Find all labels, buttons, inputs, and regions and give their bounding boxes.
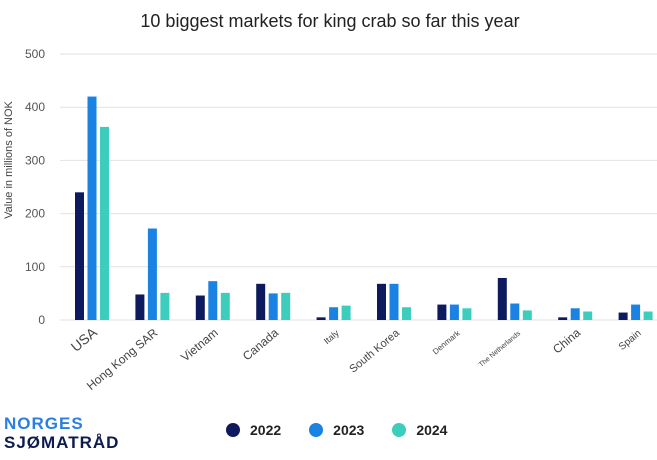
bar-2024-canada[interactable] [281,292,291,320]
bar-2024-usa[interactable] [100,126,109,320]
y-tick-label: 200 [25,207,45,221]
bar-2024-china[interactable] [583,311,593,320]
logo-line-2: SJØMATRÅD [4,433,120,452]
legend-swatch-2022 [226,423,240,437]
y-tick-label: 0 [38,313,45,327]
bar-2024-the-netherlands[interactable] [522,310,532,320]
bar-2022-the-netherlands[interactable] [497,277,507,320]
y-tick-label: 100 [25,260,45,274]
bar-2023-the-netherlands[interactable] [510,303,520,320]
bar-2023-china[interactable] [570,308,580,320]
bar-2023-denmark[interactable] [449,304,459,320]
bar-2023-spain[interactable] [631,304,641,320]
bar-2022-hong-kong-sar[interactable] [135,294,145,320]
legend: 2022 2023 2024 [226,422,447,438]
x-tick-label: China [550,325,583,356]
norges-sjomatrad-logo: NORGES SJØMATRÅD [4,414,119,452]
bar-2022-south-korea[interactable] [377,283,386,320]
bar-2022-denmark[interactable] [437,304,447,320]
legend-item-2024[interactable]: 2024 [392,422,447,438]
y-tick-label: 300 [25,153,45,167]
y-tick-label: 400 [25,100,45,114]
legend-swatch-2023 [309,423,324,437]
bar-2024-spain[interactable] [643,311,653,320]
bar-2023-south-korea[interactable] [389,283,399,320]
chart-title: 10 biggest markets for king crab so far … [140,11,519,31]
x-tick-label: USA [68,324,101,355]
bar-2022-spain[interactable] [618,312,628,320]
bar-2023-vietnam[interactable] [208,281,218,320]
legend-item-2023[interactable]: 2023 [309,422,364,438]
bar-2023-italy[interactable] [329,307,339,320]
x-tick-label: The Netherlands [478,330,523,369]
x-tick-label: Canada [240,325,281,363]
bar-2022-italy[interactable] [316,317,326,320]
legend-label-2022: 2022 [250,422,282,438]
bar-2024-vietnam[interactable] [220,292,230,320]
bar-2024-denmark[interactable] [462,308,472,320]
legend-swatch-2024 [392,423,407,437]
bar-2023-usa[interactable] [87,96,97,320]
x-tick-label: Italy [322,328,341,347]
bar-2022-china[interactable] [558,317,568,320]
x-tick-label: South Korea [347,327,402,376]
logo-line-1: NORGES [4,414,84,433]
legend-label-2024: 2024 [416,422,448,438]
bar-2023-canada[interactable] [268,293,278,320]
x-tick-label: Denmark [431,328,462,356]
bar-2023-hong-kong-sar[interactable] [147,228,157,320]
x-tick-label: Vietnam [178,326,221,365]
bar-2024-south-korea[interactable] [402,307,411,320]
legend-label-2023: 2023 [333,422,365,438]
bar-2022-usa[interactable] [75,192,84,320]
bar-2024-hong-kong-sar[interactable] [160,292,170,320]
y-axis-label: Value in millions of NOK [3,100,15,218]
legend-item-2022[interactable]: 2022 [226,422,281,438]
x-tick-label: Spain [617,328,644,353]
bar-2024-italy[interactable] [341,305,351,320]
bar-2022-canada[interactable] [256,283,266,320]
y-tick-label: 500 [25,47,45,61]
bar-2022-vietnam[interactable] [195,295,205,320]
